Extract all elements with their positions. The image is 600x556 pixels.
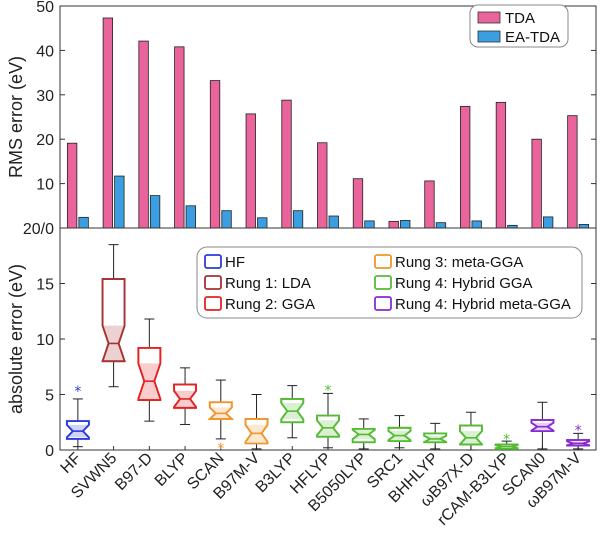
bar-legend: TDA EA-TDA	[469, 4, 569, 48]
box-6	[280, 385, 305, 439]
box-legend-label-4: Rung 4: Hybrid GGA	[395, 275, 533, 292]
box-outline	[207, 401, 235, 420]
ea-tda-bar-1	[114, 175, 125, 229]
box-14: *	[566, 423, 591, 450]
legend-ea-tda-swatch	[477, 30, 501, 43]
tda-bar-1	[102, 17, 113, 229]
ea-tda-bar-10	[435, 222, 447, 229]
ea-tda-bar-13	[543, 216, 554, 229]
box-5	[244, 394, 269, 450]
box-y-tick-label: 20/0	[23, 221, 54, 238]
ea-tda-bar-8	[364, 220, 375, 229]
outlier-marker: *	[575, 423, 582, 439]
x-tick-label-0: HF	[58, 450, 85, 477]
outlier-marker: *	[503, 432, 510, 448]
ea-tda-bar-11	[471, 220, 482, 229]
box-2	[137, 318, 162, 422]
x-tick-label-2: B97-D	[112, 450, 156, 494]
box-outline	[65, 420, 90, 440]
box-0: *	[65, 384, 90, 448]
outlier-marker: *	[217, 441, 224, 457]
tda-bar-12	[495, 101, 507, 229]
ea-tda-bar-3	[185, 205, 196, 229]
box-legend-swatch-3	[374, 254, 392, 269]
box-outline	[494, 443, 519, 450]
tda-bar-5	[245, 113, 256, 229]
box-outline	[566, 439, 591, 447]
ea-tda-bar-5	[257, 217, 268, 229]
ea-tda-bar-4	[221, 210, 232, 229]
bar-y-axis-label: RMS error (eV)	[6, 56, 26, 178]
tda-bar-14	[567, 115, 578, 229]
tda-bar-11	[460, 105, 471, 229]
legend-tda-swatch	[477, 11, 501, 24]
box-13	[530, 401, 555, 450]
box-3	[173, 367, 197, 425]
box-10	[423, 422, 448, 450]
box-legend-swatch-1	[204, 275, 222, 290]
tda-bar-13	[531, 138, 542, 229]
box-outline	[244, 418, 269, 445]
box-outline	[280, 398, 305, 424]
ea-tda-bar-14	[578, 224, 590, 229]
box-legend-label-2: Rung 2: GGA	[225, 296, 315, 313]
box-legend-swatch-2	[204, 296, 222, 311]
ea-tda-bar-6	[292, 210, 304, 229]
box-12: *	[494, 432, 519, 451]
outlier-marker: *	[325, 383, 332, 399]
legend-ea-tda-label: EA-TDA	[505, 29, 560, 46]
box-y-tick-label: 0	[45, 443, 54, 460]
box-outline	[423, 432, 448, 444]
box-outline	[530, 419, 555, 433]
box-outline	[316, 414, 340, 438]
box-y-tick-label: 5	[45, 388, 54, 405]
bar-y-tick-label: 40	[36, 43, 54, 60]
box-legend-swatch-4	[374, 275, 392, 290]
box-y-axis-label: absolute error (eV)	[6, 264, 26, 414]
tda-bar-0	[66, 142, 78, 229]
legend-tda-label: TDA	[505, 10, 535, 27]
box-11	[459, 411, 483, 451]
bar-y-tick-label: 20	[36, 132, 54, 149]
box-y-tick-label: 15	[36, 277, 54, 294]
box-y-tick-label: 10	[36, 332, 54, 349]
box-outline	[137, 346, 162, 401]
box-7: *	[316, 383, 340, 449]
box-legend-label-1: Rung 1: LDA	[225, 275, 311, 292]
box-outline	[459, 424, 483, 446]
box-legend-swatch-5	[374, 296, 392, 311]
box-1	[101, 244, 126, 388]
box-outline	[387, 426, 412, 443]
ea-tda-bar-0	[78, 216, 89, 229]
box-outline	[101, 278, 126, 363]
box-9	[387, 415, 412, 449]
tda-bar-2	[138, 40, 149, 229]
box-8	[351, 418, 376, 450]
outlier-marker: *	[74, 384, 81, 400]
tda-bar-6	[281, 99, 292, 229]
box-4: *	[207, 379, 235, 457]
box-legend-label-0: HF	[225, 254, 245, 271]
ea-tda-bar-2	[149, 195, 161, 229]
box-outline	[173, 383, 197, 409]
bar-y-tick-label: 30	[36, 88, 54, 105]
bar-y-tick-label: 10	[36, 177, 54, 194]
bar-y-tick-label: 50	[36, 0, 54, 16]
ea-tda-bar-9	[400, 220, 411, 229]
tda-bar-7	[317, 142, 328, 229]
tda-bar-4	[209, 80, 221, 229]
tda-bar-8	[352, 178, 364, 229]
box-legend-swatch-0	[204, 254, 222, 269]
box-legend-label-3: Rung 3: meta-GGA	[395, 254, 523, 271]
tda-bar-10	[424, 180, 435, 229]
ea-tda-bar-7	[328, 215, 339, 229]
tda-bar-3	[174, 46, 185, 229]
box-legend-label-5: Rung 4: Hybrid meta-GGA	[395, 296, 571, 313]
tda-bar-9	[388, 220, 399, 229]
box-outline	[351, 428, 376, 444]
box-legend: HF Rung 1: LDA Rung 2: GGA Rung 3: meta-GGA…	[196, 246, 583, 319]
